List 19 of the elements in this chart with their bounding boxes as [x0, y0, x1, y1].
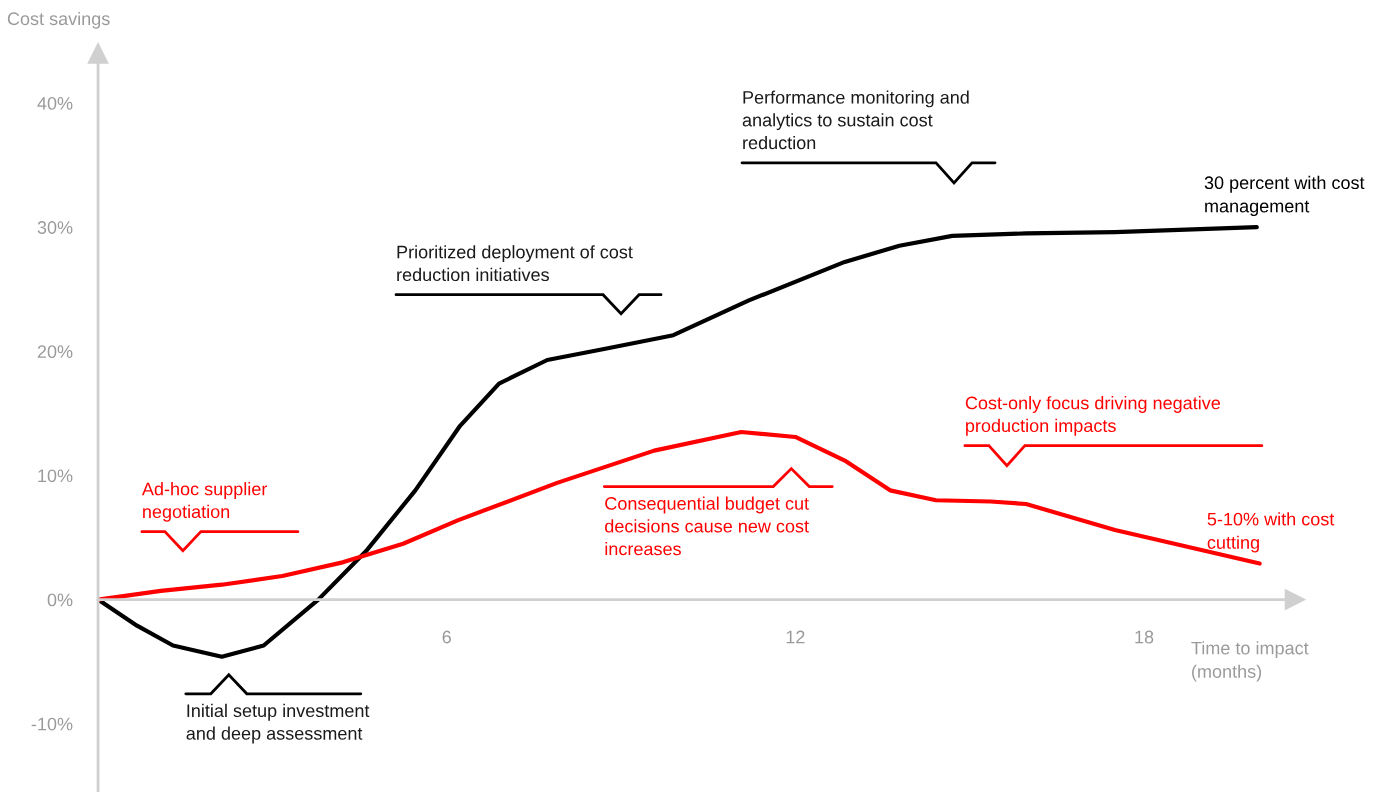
annotation: Consequential budget cut decisions cause new cost increases: [605, 496, 809, 556]
annotation: Prioritized deployment of cost reduction initiatives: [397, 245, 633, 282]
y-tick-label: 30%: [37, 221, 73, 234]
x-axis-title: Time to impact (months): [1191, 641, 1309, 682]
series-label: 30 percent with cost management: [1204, 175, 1365, 217]
y-tick-label: 10%: [38, 469, 73, 483]
annotation: Ad-hoc supplier negotiation: [141, 482, 268, 522]
y-tick-label: 40%: [37, 96, 73, 110]
y-tick-label: 20%: [37, 345, 73, 359]
series-label: 5-10% with cost cutting: [1207, 512, 1335, 553]
annotation: Performance monitoring and analytics to sustain cost reduction: [742, 90, 969, 150]
y-tick-label: -10%: [31, 717, 73, 731]
annotation: Cost-only focus driving negative production impacts: [965, 396, 1220, 436]
x-tick-label: 6: [442, 630, 451, 644]
annotation: Initial setup investment and deep assessment: [186, 703, 370, 744]
x-tick-label: 12: [786, 630, 805, 644]
y-tick-label: 0%: [47, 593, 73, 607]
y-axis-title: Cost savings: [7, 11, 110, 29]
x-tick-label: 18: [1135, 630, 1154, 644]
